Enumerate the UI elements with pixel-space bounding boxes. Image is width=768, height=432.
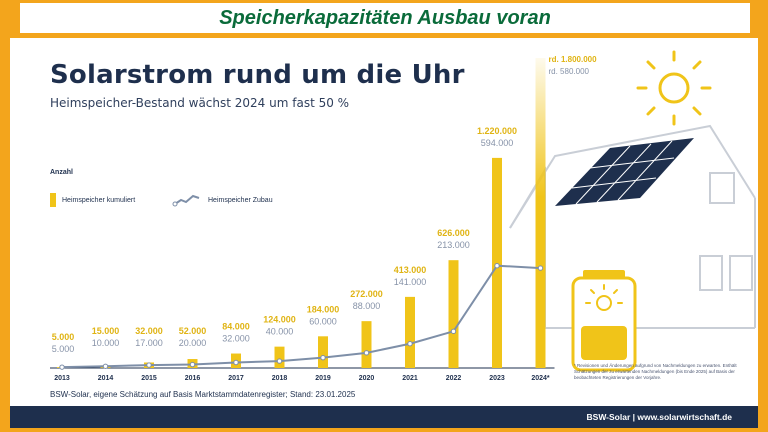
tick-label-2023: 2023 xyxy=(489,375,505,382)
line-point-2018 xyxy=(276,358,283,364)
tick-label-2014: 2014 xyxy=(98,375,114,382)
legend-line-swatch xyxy=(172,194,200,207)
line-label-2019: 60.000 xyxy=(309,316,337,326)
line-label-2014: 10.000 xyxy=(92,338,120,348)
tick-label-2013: 2013 xyxy=(54,375,70,382)
bar-label-2014: 15.000 xyxy=(92,326,120,336)
bar-2024* xyxy=(535,58,546,368)
infographic-card: Solarstrom rund um die Uhr Heimspeicher-… xyxy=(10,38,758,428)
line-point-2024* xyxy=(537,265,544,271)
bar-label-2015: 32.000 xyxy=(135,326,163,336)
line-label-2016: 20.000 xyxy=(179,338,207,348)
tick-label-2022: 2022 xyxy=(446,375,462,382)
bar-2022 xyxy=(448,260,459,368)
line-point-2014 xyxy=(102,363,109,369)
line-label-2021: 141.000 xyxy=(394,277,427,287)
bar-label-2019: 184.000 xyxy=(307,304,340,314)
line-label-2020: 88.000 xyxy=(353,301,381,311)
sun-icon xyxy=(636,50,712,126)
tick-label-2018: 2018 xyxy=(272,375,288,382)
footer-bar: BSW-Solar | www.solarwirtschaft.de xyxy=(10,406,758,428)
tick-label-2017: 2017 xyxy=(228,375,244,382)
line-label-2013: 5.000 xyxy=(52,344,75,354)
tick-label-2019: 2019 xyxy=(315,375,331,382)
bar-label-2016: 52.000 xyxy=(179,326,207,336)
legend-line: Heimspeicher Zubau xyxy=(172,193,273,207)
line-point-2023 xyxy=(494,263,500,269)
line-point-2019 xyxy=(320,354,326,361)
footer-brand: BSW-Solar | www.solarwirtschaft.de xyxy=(586,412,732,422)
source-note: BSW-Solar, eigene Schätzung auf Basis Ma… xyxy=(50,390,356,399)
bar-2018 xyxy=(274,346,285,368)
legend-line-label: Heimspeicher Zubau xyxy=(208,196,273,204)
tick-label-2015: 2015 xyxy=(141,375,157,382)
bar-2020 xyxy=(361,321,372,368)
bar-label-2022: 626.000 xyxy=(437,228,470,238)
chart: 2013 2014 2015 2016 2017 2018 2019 2020 2021 2022… xyxy=(50,55,598,382)
legend-bar-label: Heimspeicher kumuliert xyxy=(62,196,136,204)
line-point-2022 xyxy=(450,328,457,335)
banner-title: Speicherkapazitäten Ausbau voran xyxy=(219,6,551,29)
footnote: * Revisionen und Änderungen aufgrund von… xyxy=(574,363,737,380)
battery-icon xyxy=(571,270,637,372)
solar-panel-icon xyxy=(555,138,694,206)
tick-label-2016: 2016 xyxy=(185,375,201,382)
line-point-2017 xyxy=(233,359,239,366)
bar-label-2018: 124.000 xyxy=(263,315,296,325)
line-label-2017: 32.000 xyxy=(222,334,250,344)
tick-label-2021: 2021 xyxy=(402,375,418,382)
bar-2019 xyxy=(318,336,328,368)
bar-label-2013: 5.000 xyxy=(52,332,75,342)
bar-label-2020: 272.000 xyxy=(350,289,383,299)
legend-bar-swatch xyxy=(50,193,56,207)
line-label-2022: 213.000 xyxy=(437,240,470,250)
bar-label-2021: 413.000 xyxy=(394,265,427,275)
line-label-2023: 594.000 xyxy=(481,138,514,148)
banner: Speicherkapazitäten Ausbau voran xyxy=(20,3,750,33)
line-label-2024*: rd. 580.000 xyxy=(549,67,590,76)
tick-label-2024*: 2024* xyxy=(531,375,550,382)
tick-label-2020: 2020 xyxy=(359,375,375,382)
line-point-2015 xyxy=(146,362,152,368)
line-label-2018: 40.000 xyxy=(266,327,294,337)
chart-subtitle: Heimspeicher-Bestand wächst 2024 um fast… xyxy=(50,96,350,110)
line-label-2015: 17.000 xyxy=(135,338,163,348)
chart-title: Solarstrom rund um die Uhr xyxy=(50,60,465,90)
line-point-2016 xyxy=(189,361,196,368)
bar-2021 xyxy=(405,296,415,368)
series-line-zubau xyxy=(61,264,541,369)
line-point-2020 xyxy=(363,350,370,356)
line-point-2021 xyxy=(407,341,413,347)
bar-label-2017: 84.000 xyxy=(222,322,250,332)
legend-title: Anzahl xyxy=(50,169,73,176)
bar-2023 xyxy=(492,157,502,368)
bar-label-2024*: rd. 1.800.000 xyxy=(549,55,598,64)
line-point-2013 xyxy=(59,364,65,370)
bar-label-2023: 1.220.000 xyxy=(477,126,517,136)
legend-bar: Heimspeicher kumuliert xyxy=(50,193,135,207)
